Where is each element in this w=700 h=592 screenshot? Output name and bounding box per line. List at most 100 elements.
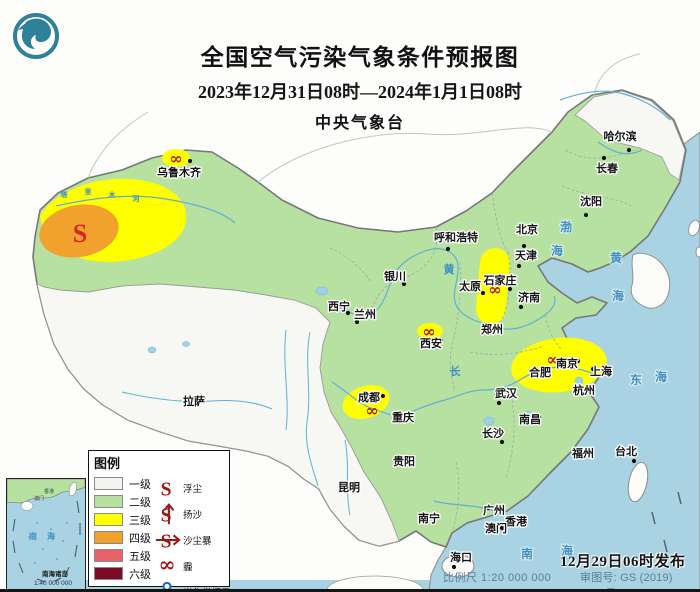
level1-region-northeast [574, 90, 686, 181]
haze-symbol: ∞ [169, 149, 182, 168]
river-label: 黄 [444, 262, 455, 276]
city-label: 乌鲁木齐 [157, 165, 202, 179]
city-dot [435, 513, 441, 519]
legend-level-row: 三级 [94, 513, 151, 527]
city-dot [573, 385, 579, 391]
city-label: 上海 [590, 364, 612, 378]
level-color-swatch [94, 495, 123, 508]
city-dot [506, 517, 512, 523]
city-dot [392, 411, 398, 417]
level-label: 五级 [129, 550, 151, 563]
city-label: 长春 [596, 161, 619, 175]
haze-symbol: ∞ [365, 401, 378, 420]
legend-levels: 一级 二级 三级 四级 五级 六级 [94, 474, 151, 592]
taiwan-island [627, 461, 649, 503]
city-dot [626, 147, 632, 153]
city-label: 重庆 [392, 410, 414, 424]
inset-taiwan [68, 481, 78, 497]
city-label: 杭州 [573, 383, 595, 397]
city-dot [445, 246, 451, 252]
city-dot [380, 393, 386, 399]
city-dot [546, 366, 552, 372]
korea-peninsula [630, 252, 671, 309]
city-label: 武汉 [495, 386, 518, 400]
city-label: 广州 [483, 503, 505, 517]
city-dot [345, 310, 351, 316]
city-dot [480, 290, 486, 296]
symbol-label: 扬沙 [183, 511, 203, 521]
inset-dashed-boundary [12, 500, 81, 583]
city-label: 石家庄 [483, 273, 517, 287]
level4-region-xinjiang [39, 204, 119, 258]
city-label: 南宁 [418, 511, 440, 525]
inset-hainan [20, 501, 34, 511]
city-dot [589, 448, 595, 454]
map-scale: 比例尺 1:20 000 000 [443, 572, 552, 584]
sea-label: 南 [521, 546, 533, 561]
city-dot [499, 525, 505, 531]
symbol-label: 沙尘暴 [183, 537, 212, 547]
legend-title: 图例 [94, 456, 121, 471]
level-label: 六级 [129, 568, 151, 581]
city-dot [590, 366, 596, 372]
city-label: 天津 [515, 248, 537, 262]
city-dot [438, 337, 444, 343]
city-dot [401, 281, 407, 287]
japan-islands [688, 219, 700, 258]
sea-labels-layer: 渤海 黄海东 海南海 [520, 218, 668, 562]
inset-islands-label: 南海诸岛 [42, 569, 69, 578]
city-label: 合肥 [529, 365, 551, 379]
city-dot [354, 319, 360, 325]
level-color-swatch [94, 513, 123, 526]
river-label: 塔 [61, 190, 69, 199]
svg-text:S: S [161, 479, 172, 500]
city-label: 福州 [571, 446, 594, 460]
inset-city-label: 澳门 [34, 495, 44, 502]
city-label: 成都 [358, 390, 380, 404]
city-dot [409, 456, 415, 462]
city-dot [451, 564, 457, 570]
level-label: 一级 [129, 478, 151, 491]
svg-text:S: S [161, 505, 172, 526]
city-dot [507, 286, 513, 292]
city-label: 济南 [518, 290, 540, 304]
city-label: 贵阳 [393, 454, 415, 468]
legend-level-row: 二级 [94, 495, 151, 509]
city-label: 银川 [384, 269, 406, 283]
sea-label: 东 [630, 372, 642, 387]
city-label: 郑州 [481, 322, 503, 336]
city-label: 海口 [450, 550, 472, 564]
rivers [55, 90, 671, 518]
symbol-label: 霾 [183, 563, 193, 573]
city-dot [518, 304, 524, 310]
dust-symbol: S [73, 219, 87, 248]
city-label: 台北 [615, 444, 637, 458]
haze-symbol: ∞ [488, 280, 501, 299]
city-dot [496, 400, 502, 406]
inset-sea-label: 海 [47, 531, 55, 541]
inset-city-label: 香港 [44, 488, 54, 495]
legend-level-row: 六级 [94, 567, 151, 581]
city-dot [631, 458, 637, 464]
city-dot [187, 158, 193, 164]
legend-level-row: 一级 [94, 477, 151, 491]
foreign-borders [87, 53, 641, 183]
city-dot [499, 439, 505, 445]
river-label: 木 [108, 190, 117, 199]
river-label: 河 [133, 194, 140, 203]
inset-islands [27, 522, 69, 564]
level-color-swatch [94, 567, 123, 580]
city-label: 澳门 [485, 521, 507, 535]
city-label: 香港 [504, 514, 528, 528]
inset-scale-label: 1:40 000 000 [34, 580, 72, 587]
sandstorm-icon: S [155, 531, 181, 552]
cma-logo [8, 8, 64, 64]
legend-symbol-row: S 扬沙 [153, 501, 231, 527]
city-dot [601, 155, 607, 161]
city-label: 北京 [516, 222, 538, 236]
river-label: 长 [450, 364, 462, 378]
